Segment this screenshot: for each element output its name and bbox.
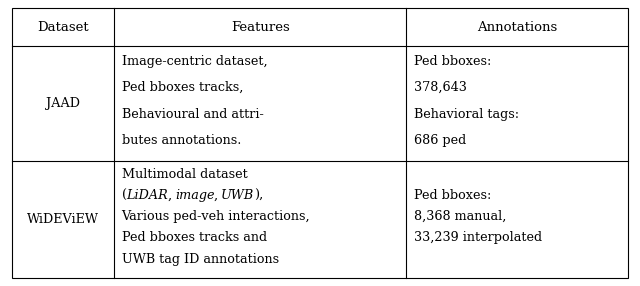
- Text: Ped bboxes tracks,: Ped bboxes tracks,: [122, 81, 243, 94]
- Text: Ped bboxes:: Ped bboxes:: [414, 189, 492, 202]
- Text: ,: ,: [168, 189, 175, 202]
- Text: Multimodal dataset: Multimodal dataset: [122, 168, 247, 181]
- Text: 686 ped: 686 ped: [414, 134, 467, 147]
- Text: WiDEViEW: WiDEViEW: [27, 213, 99, 226]
- Text: butes annotations.: butes annotations.: [122, 134, 241, 147]
- Text: UWB: UWB: [221, 189, 254, 202]
- Text: Behavioral tags:: Behavioral tags:: [414, 108, 519, 120]
- Text: ,: ,: [214, 189, 221, 202]
- Text: 8,368 manual,: 8,368 manual,: [414, 210, 506, 223]
- Text: Dataset: Dataset: [37, 21, 88, 34]
- Text: ),: ),: [254, 189, 264, 202]
- Text: Ped bboxes:: Ped bboxes:: [414, 55, 492, 68]
- Text: LiDAR: LiDAR: [127, 189, 168, 202]
- Text: Annotations: Annotations: [477, 21, 557, 34]
- Text: image: image: [175, 189, 214, 202]
- Text: JAAD: JAAD: [45, 97, 80, 110]
- Text: 378,643: 378,643: [414, 81, 467, 94]
- Text: Image-centric dataset,: Image-centric dataset,: [122, 55, 268, 68]
- Text: Various ped-veh interactions,: Various ped-veh interactions,: [122, 210, 310, 223]
- Text: Features: Features: [231, 21, 289, 34]
- Text: UWB tag ID annotations: UWB tag ID annotations: [122, 253, 279, 265]
- Text: 33,239 interpolated: 33,239 interpolated: [414, 231, 542, 244]
- Text: Ped bboxes tracks and: Ped bboxes tracks and: [122, 231, 267, 244]
- Text: Behavioural and attri-: Behavioural and attri-: [122, 108, 263, 120]
- Text: (: (: [122, 189, 127, 202]
